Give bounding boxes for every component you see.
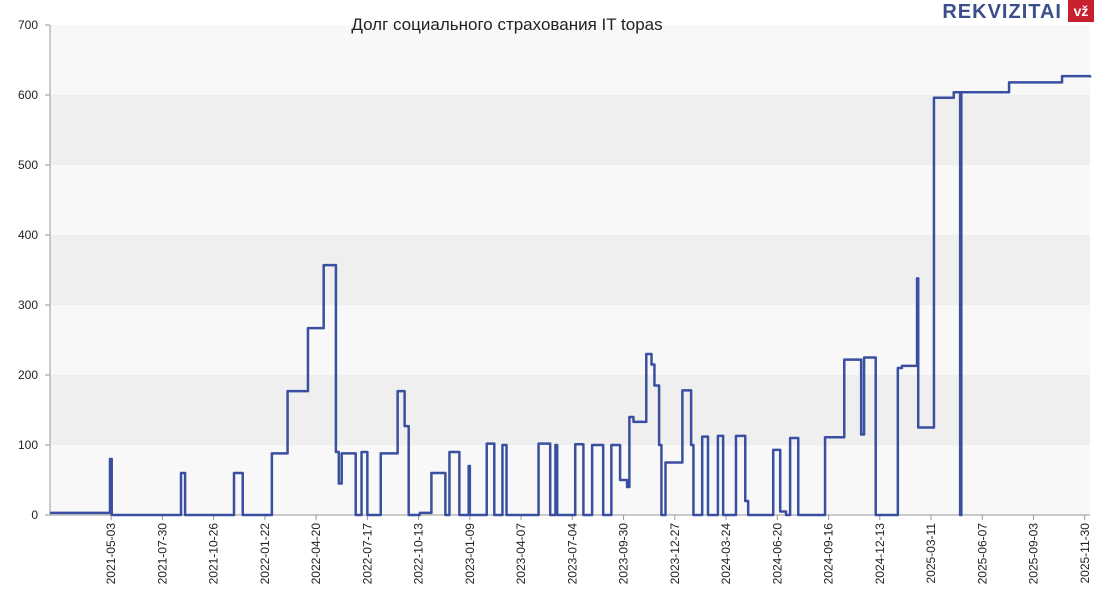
logo-badge-bg [1068, 0, 1094, 22]
x-tick-label: 2021-05-03 [104, 523, 118, 585]
x-tick-label: 2021-10-26 [207, 523, 221, 585]
x-tick-label: 2023-01-09 [463, 523, 477, 585]
x-tick-label: 2021-07-30 [155, 523, 169, 585]
x-tick-label: 2024-09-16 [822, 523, 836, 585]
background-band [50, 95, 1090, 165]
x-tick-label: 2023-04-07 [514, 523, 528, 585]
x-tick-label: 2022-10-13 [412, 523, 426, 585]
x-tick-label: 2022-04-20 [309, 523, 323, 585]
y-tick-label: 0 [31, 508, 38, 522]
logo-badge: vž [1074, 3, 1089, 19]
x-tick-label: 2025-06-07 [975, 523, 989, 585]
x-tick-label: 2024-03-24 [719, 523, 733, 585]
x-tick-label: 2024-12-13 [873, 523, 887, 585]
y-tick-label: 600 [18, 88, 38, 102]
background-band [50, 375, 1090, 445]
logo: REKVIZITAI [942, 1, 1062, 23]
x-tick-label: 2023-12-27 [668, 523, 682, 585]
y-tick-label: 300 [18, 298, 38, 312]
x-tick-label: 2025-09-03 [1027, 523, 1041, 585]
y-tick-label: 100 [18, 438, 38, 452]
x-tick-label: 2022-01-22 [258, 523, 272, 585]
y-tick-label: 500 [18, 158, 38, 172]
background-band [50, 165, 1090, 235]
data-line [50, 74, 1092, 517]
x-tick-label: 2025-03-11 [924, 523, 938, 584]
chart-title: Долг социального страхования IT topas [351, 15, 662, 34]
x-tick-label: 2024-06-20 [770, 523, 784, 585]
y-tick-label: 200 [18, 368, 38, 382]
x-tick-label: 2023-09-30 [617, 523, 631, 585]
background-band [50, 25, 1090, 95]
x-tick-label: 2023-07-04 [565, 523, 579, 585]
x-tick-label: 2022-07-17 [360, 523, 374, 585]
y-tick-label: 400 [18, 228, 38, 242]
y-tick-label: 700 [18, 18, 38, 32]
background-band [50, 445, 1090, 515]
x-tick-label: 2025-11-30 [1078, 523, 1092, 584]
